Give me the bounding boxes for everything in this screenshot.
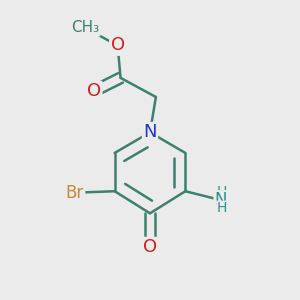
Text: Br: Br xyxy=(66,184,84,202)
Text: O: O xyxy=(87,82,101,100)
Text: N: N xyxy=(214,191,227,209)
Text: N: N xyxy=(143,123,157,141)
Text: O: O xyxy=(143,238,157,256)
Text: CH₃: CH₃ xyxy=(71,20,99,35)
Text: H: H xyxy=(217,185,227,199)
Text: H: H xyxy=(217,201,227,215)
Text: O: O xyxy=(110,37,125,55)
